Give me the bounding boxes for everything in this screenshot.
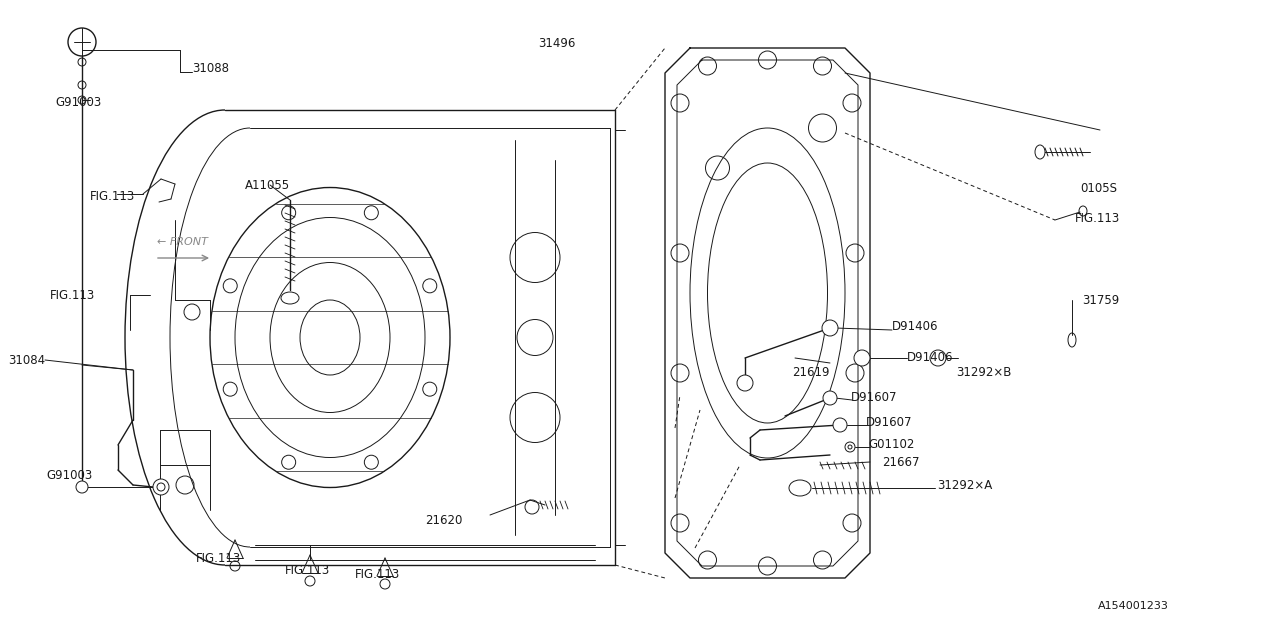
Text: 31759: 31759 [1082,294,1119,307]
Text: D91406: D91406 [908,351,954,364]
Text: FIG.113: FIG.113 [90,189,136,202]
Text: 31292×A: 31292×A [937,479,992,492]
Text: G91003: G91003 [46,468,92,481]
Text: FIG.113: FIG.113 [355,568,401,580]
Text: A11055: A11055 [244,179,291,191]
Text: D91607: D91607 [867,415,913,429]
Ellipse shape [1036,145,1044,159]
Text: D91406: D91406 [892,319,938,333]
Ellipse shape [788,480,812,496]
Text: G01102: G01102 [868,438,914,451]
Text: FIG.113: FIG.113 [196,552,241,564]
Text: A154001233: A154001233 [1098,601,1169,611]
Text: FIG.113: FIG.113 [50,289,95,301]
Circle shape [154,479,169,495]
Circle shape [737,375,753,391]
Text: 31084: 31084 [8,353,45,367]
Text: FIG.113: FIG.113 [285,563,330,577]
Circle shape [931,350,946,366]
Text: ← FRONT: ← FRONT [157,237,207,247]
Circle shape [822,320,838,336]
Text: 0105S: 0105S [1080,182,1117,195]
Circle shape [823,391,837,405]
Text: 21620: 21620 [425,513,462,527]
Circle shape [854,350,870,366]
Text: 31496: 31496 [538,36,576,49]
Text: 21619: 21619 [792,365,829,378]
Text: FIG.113: FIG.113 [1075,211,1120,225]
Text: 31292×B: 31292×B [956,365,1011,378]
Text: 31088: 31088 [192,61,229,74]
Text: D91607: D91607 [851,390,897,403]
Circle shape [833,418,847,432]
Circle shape [76,481,88,493]
Text: G91003: G91003 [55,95,101,109]
Text: 21667: 21667 [882,456,919,468]
